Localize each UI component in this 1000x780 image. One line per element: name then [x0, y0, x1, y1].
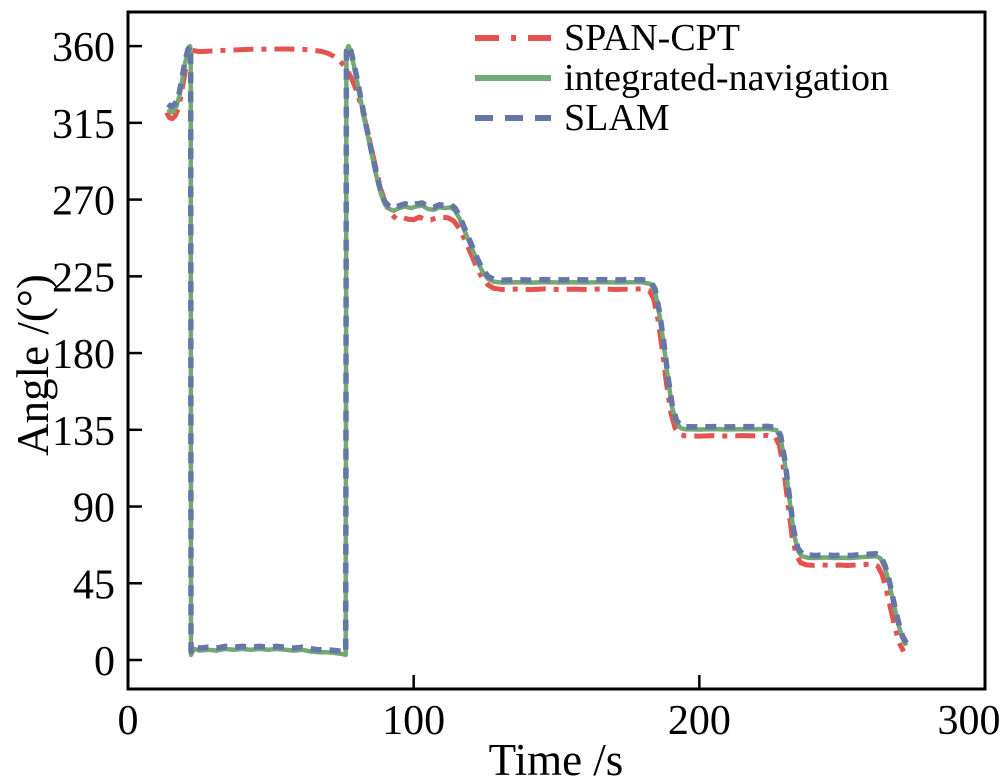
legend-line-solid-icon [475, 75, 551, 81]
x-tick-label: 0 [118, 698, 139, 744]
x-tick-label: 200 [668, 698, 731, 744]
y-tick-label: 45 [73, 562, 115, 608]
x-tick-label: 100 [382, 698, 445, 744]
legend-item-slam: SLAM [474, 98, 889, 138]
y-tick-label: 225 [52, 255, 115, 301]
legend-item-span-cpt: SPAN-CPT [474, 18, 889, 58]
y-tick-label: 0 [94, 639, 115, 685]
plot-frame [126, 10, 987, 691]
legend: SPAN-CPT integrated-navigation SLAM [474, 18, 889, 138]
y-tick-label: 135 [52, 409, 115, 455]
series-line-integrated-navigation [166, 43, 909, 658]
series-line-span-cpt [164, 46, 906, 653]
y-tick-label: 315 [52, 102, 115, 148]
legend-line-dash-dot-icon [475, 35, 551, 41]
legend-label: SLAM [564, 97, 670, 139]
legend-label: SPAN-CPT [564, 17, 741, 59]
y-tick-label: 360 [52, 25, 115, 71]
x-axis-title: Time /s [488, 735, 624, 780]
y-tick-label: 90 [73, 486, 115, 532]
y-tick-label: 180 [52, 332, 115, 378]
legend-label: integrated-navigation [564, 57, 889, 99]
y-axis-title: Angle /(°) [8, 274, 58, 456]
y-tick-label: 270 [52, 179, 115, 225]
legend-item-integrated-navigation: integrated-navigation [474, 58, 889, 98]
legend-line-dashed-icon [475, 115, 551, 121]
x-tick-label: 300 [938, 698, 1000, 744]
